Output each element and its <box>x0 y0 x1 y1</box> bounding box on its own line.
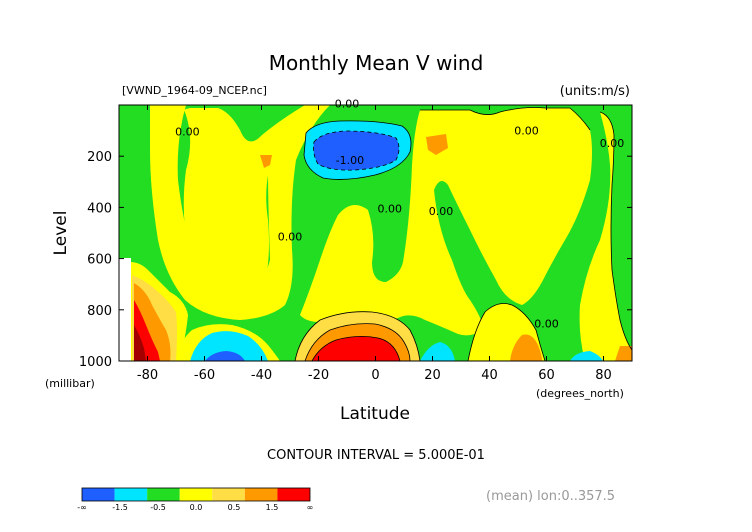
field-orange-surface-north <box>510 334 542 361</box>
contour-label: 0.00 <box>278 231 303 244</box>
contour-label: 0.00 <box>600 137 625 150</box>
colorbar: -∞ -1.5 -0.5 0.0 0.5 1.5 ∞ <box>77 487 314 512</box>
x-tick-label: -20 <box>308 368 329 383</box>
contour-labels: 0.00 0.00 0.00 -1.00 0.00 0.00 0.00 0.00 0.00 <box>175 98 624 331</box>
colorbar-label: -1.5 <box>112 503 128 512</box>
y-tick-label: 400 <box>87 201 112 216</box>
contour-label: 0.00 <box>335 98 360 111</box>
contour-line <box>304 323 411 361</box>
contour-line <box>311 336 401 361</box>
field-red-surface-equator <box>312 336 400 361</box>
field-orange-patch-north <box>426 134 448 155</box>
y-axis: 200 400 600 800 1000 <box>79 150 632 370</box>
field-strong-negative-upper <box>313 131 399 171</box>
contour-line <box>420 107 591 131</box>
contour-line <box>303 120 412 180</box>
colorbar-swatch <box>277 488 310 501</box>
field-positive-southern-2 <box>150 105 330 320</box>
field-negative-surface-north <box>420 342 455 361</box>
y-tick-label: 200 <box>87 150 112 165</box>
colorbar-label: 0.5 <box>228 503 241 512</box>
x-tick-label: 0 <box>371 368 379 383</box>
chart-title: Monthly Mean V wind <box>269 51 484 75</box>
y-tick-label: 1000 <box>79 355 112 370</box>
colorbar-swatch <box>179 488 213 501</box>
field-darkred-polar-south <box>134 325 146 361</box>
x-axis: -80 -60 -40 -20 0 20 40 60 80 <box>137 105 612 383</box>
colorbar-label: -0.5 <box>150 503 166 512</box>
x-axis-label: Latitude <box>340 404 410 424</box>
field-negative-surface-south <box>190 331 268 361</box>
contour-line <box>294 311 421 361</box>
colorbar-swatch <box>82 488 115 501</box>
x-tick-label: 20 <box>424 368 441 383</box>
colorbar-label: -∞ <box>77 503 87 512</box>
field-negative-surface-north-2 <box>570 351 603 361</box>
colorbar-label: ∞ <box>307 503 314 512</box>
x-tick-label: 40 <box>481 368 498 383</box>
colorbar-swatch <box>114 488 148 501</box>
x-units-label: (degrees_north) <box>536 387 624 400</box>
y-units-label: (millibar) <box>45 377 95 390</box>
colorbar-swatch <box>212 488 245 501</box>
contour-interval-label: CONTOUR INTERVAL = 5.000E-01 <box>267 448 485 463</box>
x-tick-label: 80 <box>595 368 612 383</box>
field-orange-surface-north-2 <box>615 346 632 361</box>
field-orange-patch-south <box>260 155 272 168</box>
units-label: (units:m/s) <box>560 84 630 99</box>
field-positive-mid <box>300 107 592 336</box>
colorbar-swatch <box>147 488 180 501</box>
field-strong-negative-surface-south <box>205 351 245 361</box>
x-tick-label: -60 <box>194 368 215 383</box>
colorbar-label: 1.5 <box>266 503 279 512</box>
colorbar-swatch <box>244 488 278 501</box>
colorbar-frame <box>81 487 311 502</box>
y-tick-label: 600 <box>87 253 112 268</box>
contour-line <box>467 303 546 361</box>
contour-line-dashed <box>313 130 400 171</box>
y-axis-label: Level <box>51 211 71 256</box>
plot-area <box>119 105 632 361</box>
footnote-mean-lon: (mean) lon:0..357.5 <box>486 489 615 504</box>
field-positive-east <box>579 112 632 361</box>
contour-line <box>599 111 632 351</box>
contour-label: 0.00 <box>378 203 403 216</box>
x-tick-label: -80 <box>137 368 158 383</box>
contour-label: 0.00 <box>534 318 559 331</box>
colorbar-label: 0.0 <box>190 503 203 512</box>
contour-label: 0.00 <box>175 126 200 139</box>
contour-label: 0.00 <box>429 205 454 218</box>
file-label: [VWND_1964-09_NCEP.nc] <box>122 84 267 97</box>
contour-label: -1.00 <box>336 154 364 167</box>
x-tick-label: -40 <box>251 368 272 383</box>
missing-data-corner <box>119 258 131 361</box>
contour-label: 0.00 <box>514 124 539 137</box>
x-tick-label: 60 <box>538 368 555 383</box>
y-tick-label: 800 <box>87 304 112 319</box>
